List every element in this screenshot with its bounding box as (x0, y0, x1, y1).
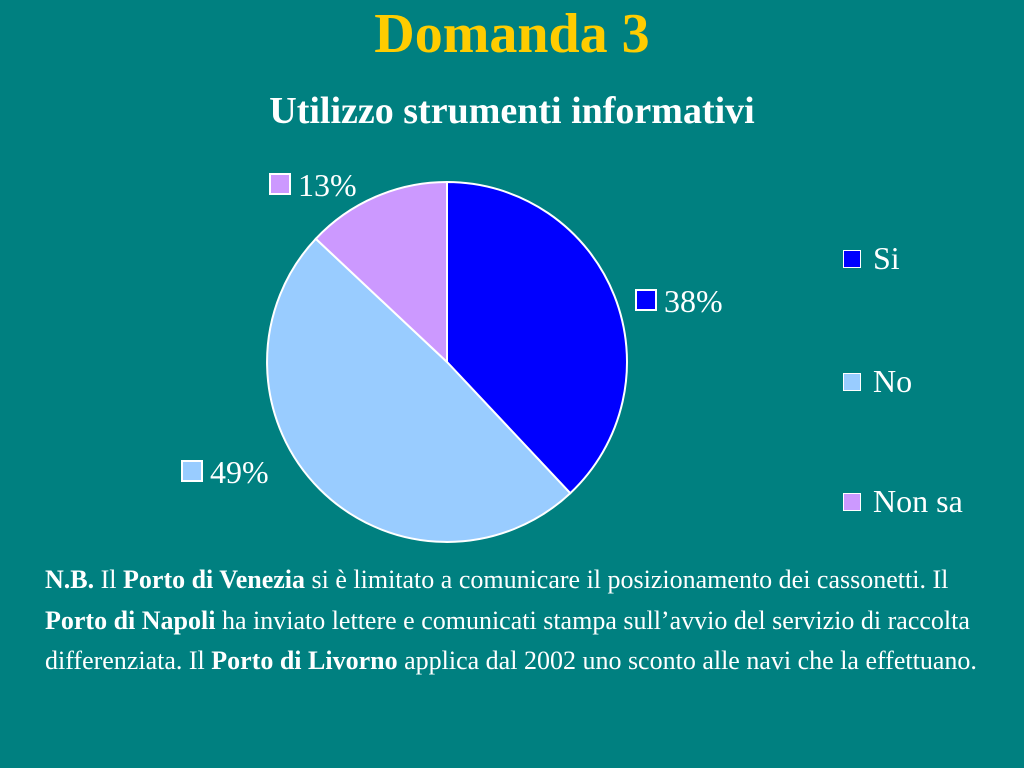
note-text-1: Il (94, 565, 124, 594)
data-label-swatch-no (181, 460, 203, 482)
legend-swatch-non-sa (843, 493, 861, 511)
legend-item-no: No (843, 361, 912, 401)
note-text-3: ha inviato lettere e comunicati stampa s… (45, 605, 970, 676)
pie-slice-no (266, 237, 572, 543)
chart-title: Utilizzo strumenti informativi (269, 90, 755, 132)
note-porto-livorno: Porto di Livorno (211, 646, 398, 675)
legend-label-si: Si (873, 240, 900, 276)
data-label-no: 49% (210, 454, 269, 490)
note-porto-venezia: Porto di Venezia (123, 565, 306, 594)
pie-data-labels: 38% 49% 13% (181, 167, 723, 490)
note-nb: N.B. (45, 565, 95, 594)
pie-slice-si (446, 180, 628, 495)
data-label-si: 38% (664, 283, 723, 319)
pie-slices (266, 180, 628, 543)
slide-title: Domanda 3 (374, 3, 650, 65)
legend-label-non-sa: Non sa (873, 483, 963, 519)
note-text-4: applica dal 2002 uno sconto alle navi ch… (397, 646, 977, 675)
note-porto-napoli: Porto di Napoli (45, 605, 216, 635)
legend-swatch-no (843, 373, 861, 391)
legend-label-no: No (873, 363, 913, 399)
note-text-2: si è limitato a comunicare il posizionam… (305, 565, 949, 594)
legend-item-si: Si (843, 238, 900, 278)
data-label-non-sa: 13% (298, 167, 357, 203)
pie-slice-non-sa (314, 180, 448, 365)
legend-item-non-sa: Non sa (843, 481, 963, 521)
data-label-swatch-si (635, 289, 657, 311)
legend-swatch-si (843, 250, 861, 268)
data-label-swatch-non-sa (269, 173, 291, 195)
note-paragraph: N.B. Il Porto di Venezia si è limitato a… (45, 560, 995, 682)
